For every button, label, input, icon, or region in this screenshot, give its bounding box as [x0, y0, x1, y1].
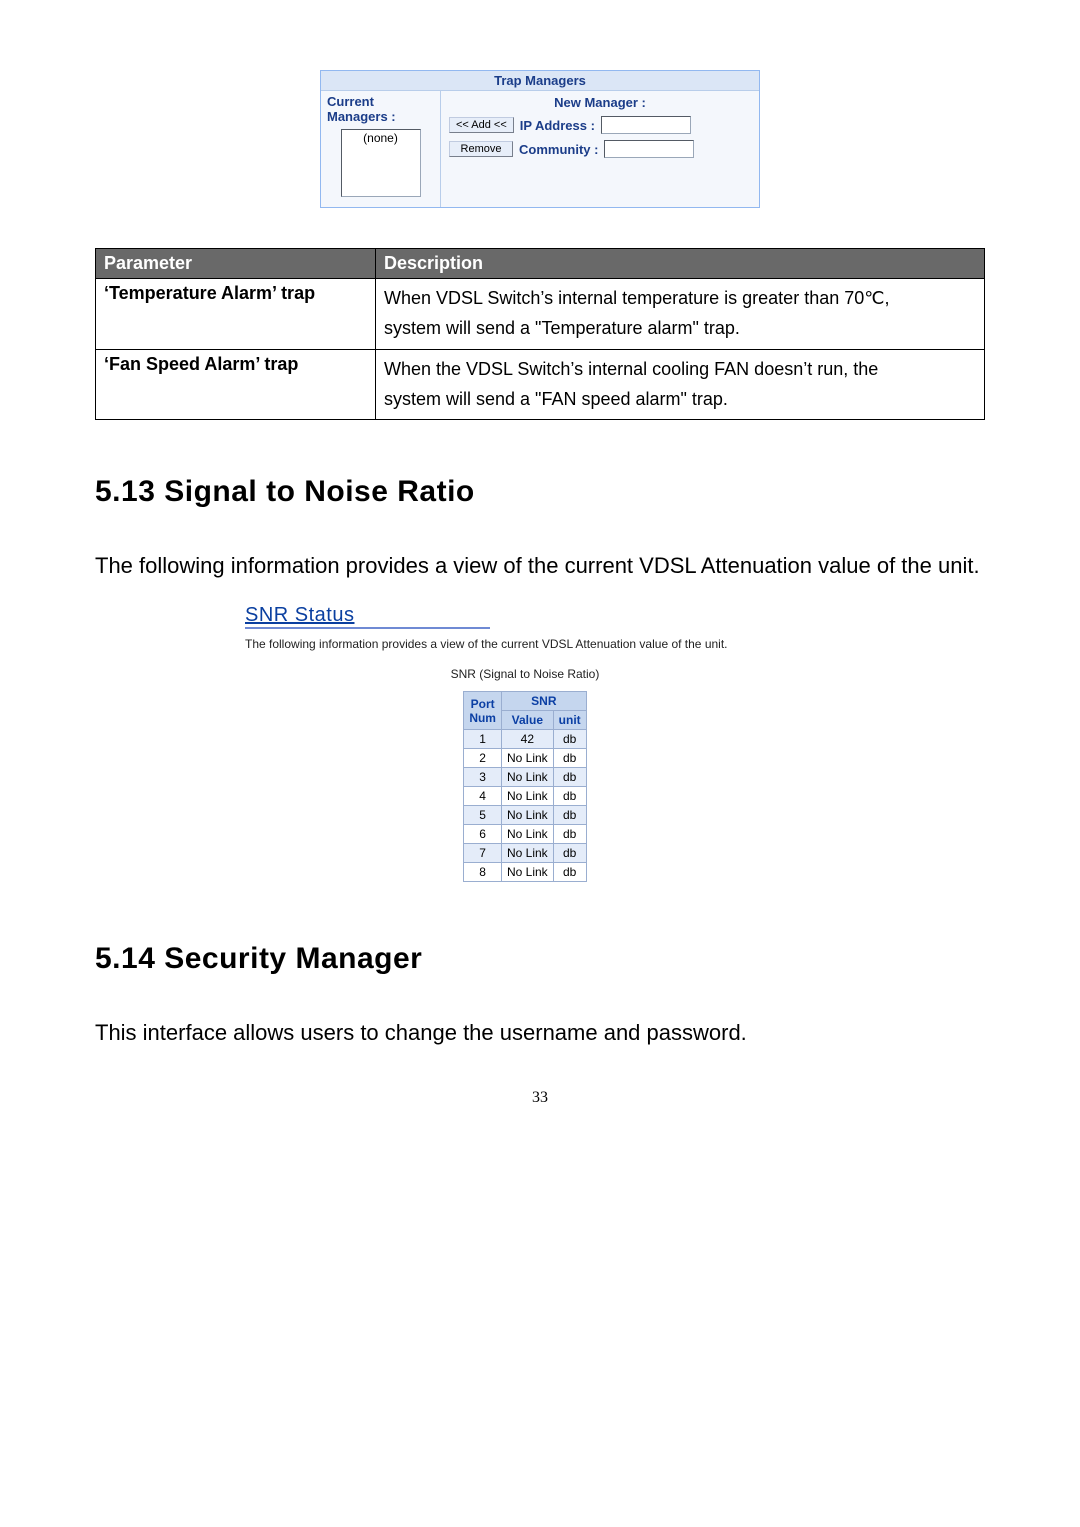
snr-unit-header: unit	[553, 711, 586, 730]
ip-address-input[interactable]	[601, 116, 691, 134]
snr-value-cell: No Link	[501, 863, 553, 882]
snr-table: Port Num SNR Value unit 142db2No Linkdb3…	[463, 691, 586, 882]
add-row: << Add << IP Address :	[449, 116, 751, 134]
snr-port-cell: 5	[464, 806, 502, 825]
current-managers-listbox[interactable]: (none)	[341, 129, 421, 197]
snr-port-cell: 4	[464, 787, 502, 806]
body-5-13: The following information provides a vie…	[95, 549, 985, 582]
snr-header-row1: Port Num SNR	[464, 692, 586, 711]
community-input[interactable]	[604, 140, 694, 158]
param-fan-alarm-label: ‘Fan Speed Alarm’ trap	[96, 349, 376, 420]
fan-alarm-line1: When the VDSL Switch’s internal cooling …	[384, 356, 976, 384]
snr-port-header: Port Num	[464, 692, 502, 730]
page-number: 33	[95, 1089, 985, 1107]
snr-status-block: SNR Status The following information pro…	[245, 604, 985, 882]
snr-value-cell: No Link	[501, 787, 553, 806]
remove-row: Remove Community :	[449, 140, 751, 158]
snr-row: 142db	[464, 730, 586, 749]
community-label: Community :	[519, 142, 598, 157]
snr-unit-cell: db	[553, 825, 586, 844]
snr-port-cell: 2	[464, 749, 502, 768]
snr-row: 3No Linkdb	[464, 768, 586, 787]
current-managers-col: Current Managers : (none)	[321, 91, 441, 207]
snr-unit-cell: db	[553, 844, 586, 863]
snr-unit-cell: db	[553, 863, 586, 882]
description-col-header: Description	[376, 248, 985, 278]
trap-managers-box: Trap Managers Current Managers : (none) …	[320, 70, 760, 208]
snr-row: 7No Linkdb	[464, 844, 586, 863]
trap-managers-body: Current Managers : (none) New Manager : …	[321, 91, 759, 207]
fan-alarm-line2: system will send a "FAN speed alarm" tra…	[384, 386, 976, 414]
current-label-line1: Current	[327, 94, 374, 109]
current-managers-label: Current Managers :	[327, 95, 434, 125]
trap-managers-panel: Trap Managers Current Managers : (none) …	[95, 70, 985, 208]
snr-status-title: SNR Status	[245, 604, 354, 626]
temp-alarm-line2: system will send a "Temperature alarm" t…	[384, 315, 976, 343]
snr-value-cell: No Link	[501, 806, 553, 825]
listbox-item-none[interactable]: (none)	[344, 131, 418, 145]
snr-port-cell: 3	[464, 768, 502, 787]
snr-unit-cell: db	[553, 730, 586, 749]
snr-value-cell: 42	[501, 730, 553, 749]
snr-row: 4No Linkdb	[464, 787, 586, 806]
table-row: ‘Temperature Alarm’ trap When VDSL Switc…	[96, 278, 985, 349]
snr-row: 8No Linkdb	[464, 863, 586, 882]
snr-table-wrap: Port Num SNR Value unit 142db2No Linkdb3…	[245, 691, 805, 882]
snr-row: 5No Linkdb	[464, 806, 586, 825]
param-col-header: Parameter	[96, 248, 376, 278]
param-fan-alarm-desc: When the VDSL Switch’s internal cooling …	[376, 349, 985, 420]
snr-row: 2No Linkdb	[464, 749, 586, 768]
new-manager-label: New Manager :	[449, 95, 751, 110]
table-row: ‘Fan Speed Alarm’ trap When the VDSL Swi…	[96, 349, 985, 420]
snr-caption: SNR (Signal to Noise Ratio)	[245, 667, 805, 681]
snr-value-cell: No Link	[501, 825, 553, 844]
snr-value-header: Value	[501, 711, 553, 730]
snr-value-cell: No Link	[501, 749, 553, 768]
snr-port-cell: 1	[464, 730, 502, 749]
add-button[interactable]: << Add <<	[449, 117, 514, 133]
current-label-line2: Managers :	[327, 109, 396, 124]
temp-alarm-line1: When VDSL Switch’s internal temperature …	[384, 285, 976, 313]
snr-value-cell: No Link	[501, 844, 553, 863]
snr-port-cell: 7	[464, 844, 502, 863]
snr-port-cell: 6	[464, 825, 502, 844]
param-temp-alarm-label: ‘Temperature Alarm’ trap	[96, 278, 376, 349]
snr-unit-cell: db	[553, 787, 586, 806]
param-temp-alarm-desc: When VDSL Switch’s internal temperature …	[376, 278, 985, 349]
ip-address-label: IP Address :	[520, 118, 595, 133]
snr-snr-header: SNR	[501, 692, 586, 711]
snr-unit-cell: db	[553, 806, 586, 825]
parameter-table: Parameter Description ‘Temperature Alarm…	[95, 248, 985, 421]
new-manager-col: New Manager : << Add << IP Address : Rem…	[441, 91, 759, 207]
snr-unit-cell: db	[553, 749, 586, 768]
snr-subtitle: The following information provides a vie…	[245, 637, 985, 651]
snr-row: 6No Linkdb	[464, 825, 586, 844]
trap-managers-title: Trap Managers	[321, 71, 759, 91]
body-5-14: This interface allows users to change th…	[95, 1016, 985, 1049]
snr-unit-cell: db	[553, 768, 586, 787]
snr-port-cell: 8	[464, 863, 502, 882]
remove-button[interactable]: Remove	[449, 141, 513, 157]
heading-5-14: 5.14 Security Manager	[95, 942, 985, 976]
heading-5-13: 5.13 Signal to Noise Ratio	[95, 475, 985, 509]
snr-value-cell: No Link	[501, 768, 553, 787]
snr-heading-row: SNR Status	[245, 604, 490, 629]
param-header-row: Parameter Description	[96, 248, 985, 278]
snr-port-line1: Port	[471, 697, 495, 711]
snr-port-line2: Num	[469, 711, 496, 725]
